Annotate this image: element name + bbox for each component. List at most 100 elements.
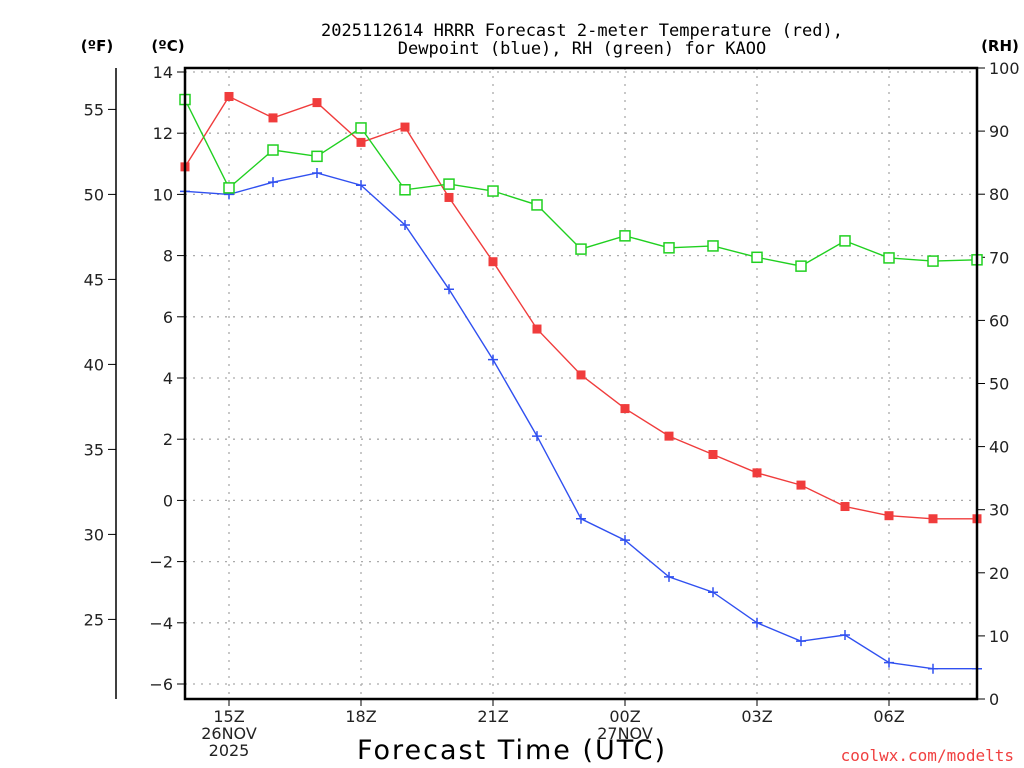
temperature-point xyxy=(620,404,630,414)
x-tick-label: 27NOV xyxy=(597,724,653,743)
dewpoint-point xyxy=(356,180,366,191)
temperature-point xyxy=(664,431,674,441)
dewpoint-point xyxy=(400,220,410,230)
dewpoint-point xyxy=(664,571,674,582)
fahrenheit-tick-label: 40 xyxy=(84,355,104,374)
temperature-point xyxy=(796,480,806,490)
temperature-point xyxy=(356,137,366,147)
celsius-tick-label: −4 xyxy=(149,614,173,633)
dewpoint-point xyxy=(796,636,806,647)
rh-point xyxy=(443,178,455,190)
dewpoint-point xyxy=(488,354,498,365)
series-rh xyxy=(179,93,983,272)
temperature-point xyxy=(312,98,322,108)
celsius-axis: 14 12 10 8 6 4 2 0 −2 −4 −6 xyxy=(149,63,185,694)
dewpoint-point xyxy=(752,617,762,628)
rh-tick-label: 50 xyxy=(989,375,1009,394)
dewpoint-point xyxy=(268,177,278,188)
dewpoint-point xyxy=(532,431,542,442)
celsius-tick-label: −2 xyxy=(149,553,173,572)
title-line-1: 2025112614 HRRR Forecast 2-meter Tempera… xyxy=(321,21,843,41)
rh-point xyxy=(531,199,543,211)
rh-point xyxy=(575,243,587,255)
x-tick-label: 21Z xyxy=(477,707,508,726)
temperature-point xyxy=(268,113,278,123)
fahrenheit-tick-label: 25 xyxy=(84,610,104,629)
series-temperature xyxy=(180,91,982,524)
rh-point xyxy=(883,252,895,264)
dewpoint-point xyxy=(884,657,894,668)
fahrenheit-tick-label: 45 xyxy=(84,270,104,289)
title-line-2: Dewpoint (blue), RH (green) for KAOO xyxy=(398,39,766,59)
temperature-point xyxy=(532,324,542,334)
x-tick-label: 00Z xyxy=(609,707,640,726)
rh-point xyxy=(223,182,235,194)
rh-point xyxy=(663,242,675,254)
grid-lines xyxy=(185,68,977,699)
fahrenheit-tick-label: 50 xyxy=(84,185,104,204)
celsius-tick-label: 6 xyxy=(163,308,173,327)
rh-tick-label: 60 xyxy=(989,311,1009,330)
rh-tick-label: 70 xyxy=(989,248,1009,267)
series-dewpoint xyxy=(180,167,982,674)
temperature-point xyxy=(400,122,410,132)
rh-point xyxy=(399,184,411,196)
celsius-tick-label: 2 xyxy=(163,430,173,449)
fahrenheit-tick-label: 30 xyxy=(84,525,104,544)
x-tick-label: 06Z xyxy=(873,707,904,726)
rh-tick-label: 10 xyxy=(989,627,1009,646)
rh-point xyxy=(751,251,763,264)
temperature-point xyxy=(840,502,850,512)
temperature-point xyxy=(708,450,718,459)
temperature-point xyxy=(488,257,498,267)
rh-point xyxy=(795,260,807,272)
rh-point xyxy=(707,240,719,252)
temperature-line xyxy=(184,95,977,520)
rh-tick-label: 80 xyxy=(989,185,1009,204)
fahrenheit-axis: 55 50 45 40 35 30 25 xyxy=(84,68,117,699)
x-tick-label: 2025 xyxy=(209,741,250,760)
dewpoint-point xyxy=(928,663,938,674)
rh-point xyxy=(619,230,631,242)
rh-tick-label: 90 xyxy=(989,122,1009,141)
temperature-point xyxy=(752,468,762,478)
celsius-tick-label: 12 xyxy=(153,124,173,143)
celsius-tick-label: 14 xyxy=(153,63,173,82)
rh-point xyxy=(355,122,367,134)
dewpoint-point xyxy=(708,587,718,598)
series-group xyxy=(179,91,983,674)
credit-text: coolwx.com/modelts xyxy=(841,746,1014,765)
x-tick-label: 18Z xyxy=(345,707,376,726)
rh-line xyxy=(184,99,978,267)
temperature-point xyxy=(224,91,234,101)
x-tick-label: 26NOV xyxy=(201,724,257,743)
celsius-tick-label: 4 xyxy=(163,369,173,388)
celsius-unit-label: (ºC) xyxy=(151,37,184,55)
temperature-point xyxy=(576,370,586,380)
rh-tick-label: 20 xyxy=(989,564,1009,583)
rh-point xyxy=(839,235,851,247)
rh-point xyxy=(311,150,323,163)
dewpoint-point xyxy=(444,284,454,295)
celsius-tick-label: −6 xyxy=(149,675,173,694)
temperature-point xyxy=(884,511,894,521)
celsius-tick-label: 0 xyxy=(163,491,173,510)
dewpoint-point xyxy=(840,630,850,641)
rh-point xyxy=(927,255,939,267)
fahrenheit-unit-label: (ºF) xyxy=(81,37,113,55)
celsius-tick-label: 10 xyxy=(153,185,173,204)
rh-tick-label: 30 xyxy=(989,501,1009,520)
dewpoint-point xyxy=(620,535,630,546)
celsius-tick-label: 8 xyxy=(163,247,173,266)
rh-point xyxy=(267,144,279,156)
dewpoint-point xyxy=(576,513,586,524)
rh-tick-label: 100 xyxy=(989,59,1020,78)
plot-frame xyxy=(183,66,979,701)
x-tick-label: 03Z xyxy=(741,707,772,726)
x-axis-title: Forecast Time (UTC) xyxy=(357,735,667,766)
rh-point xyxy=(487,185,499,197)
fahrenheit-tick-label: 35 xyxy=(84,440,104,459)
temperature-point xyxy=(928,514,938,524)
